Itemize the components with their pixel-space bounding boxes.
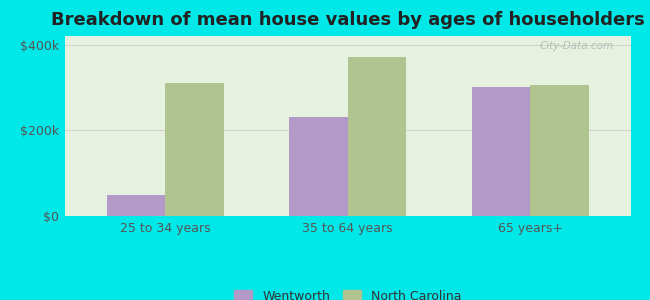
Bar xyxy=(289,117,348,216)
Bar xyxy=(165,83,224,216)
Bar xyxy=(107,195,165,216)
Bar xyxy=(472,87,530,216)
Legend: Wentworth, North Carolina: Wentworth, North Carolina xyxy=(233,290,462,300)
Bar xyxy=(348,57,406,216)
Bar xyxy=(530,85,588,216)
Text: City-Data.com: City-Data.com xyxy=(540,41,614,51)
Title: Breakdown of mean house values by ages of householders: Breakdown of mean house values by ages o… xyxy=(51,11,645,29)
